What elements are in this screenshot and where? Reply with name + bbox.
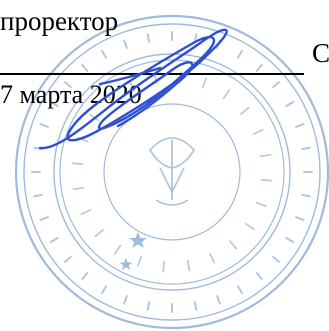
surname-initial: С [312,38,329,68]
date-text: 7 марта 2020 [0,80,142,109]
position-title: проректор [0,6,119,36]
signature-line [0,73,304,75]
